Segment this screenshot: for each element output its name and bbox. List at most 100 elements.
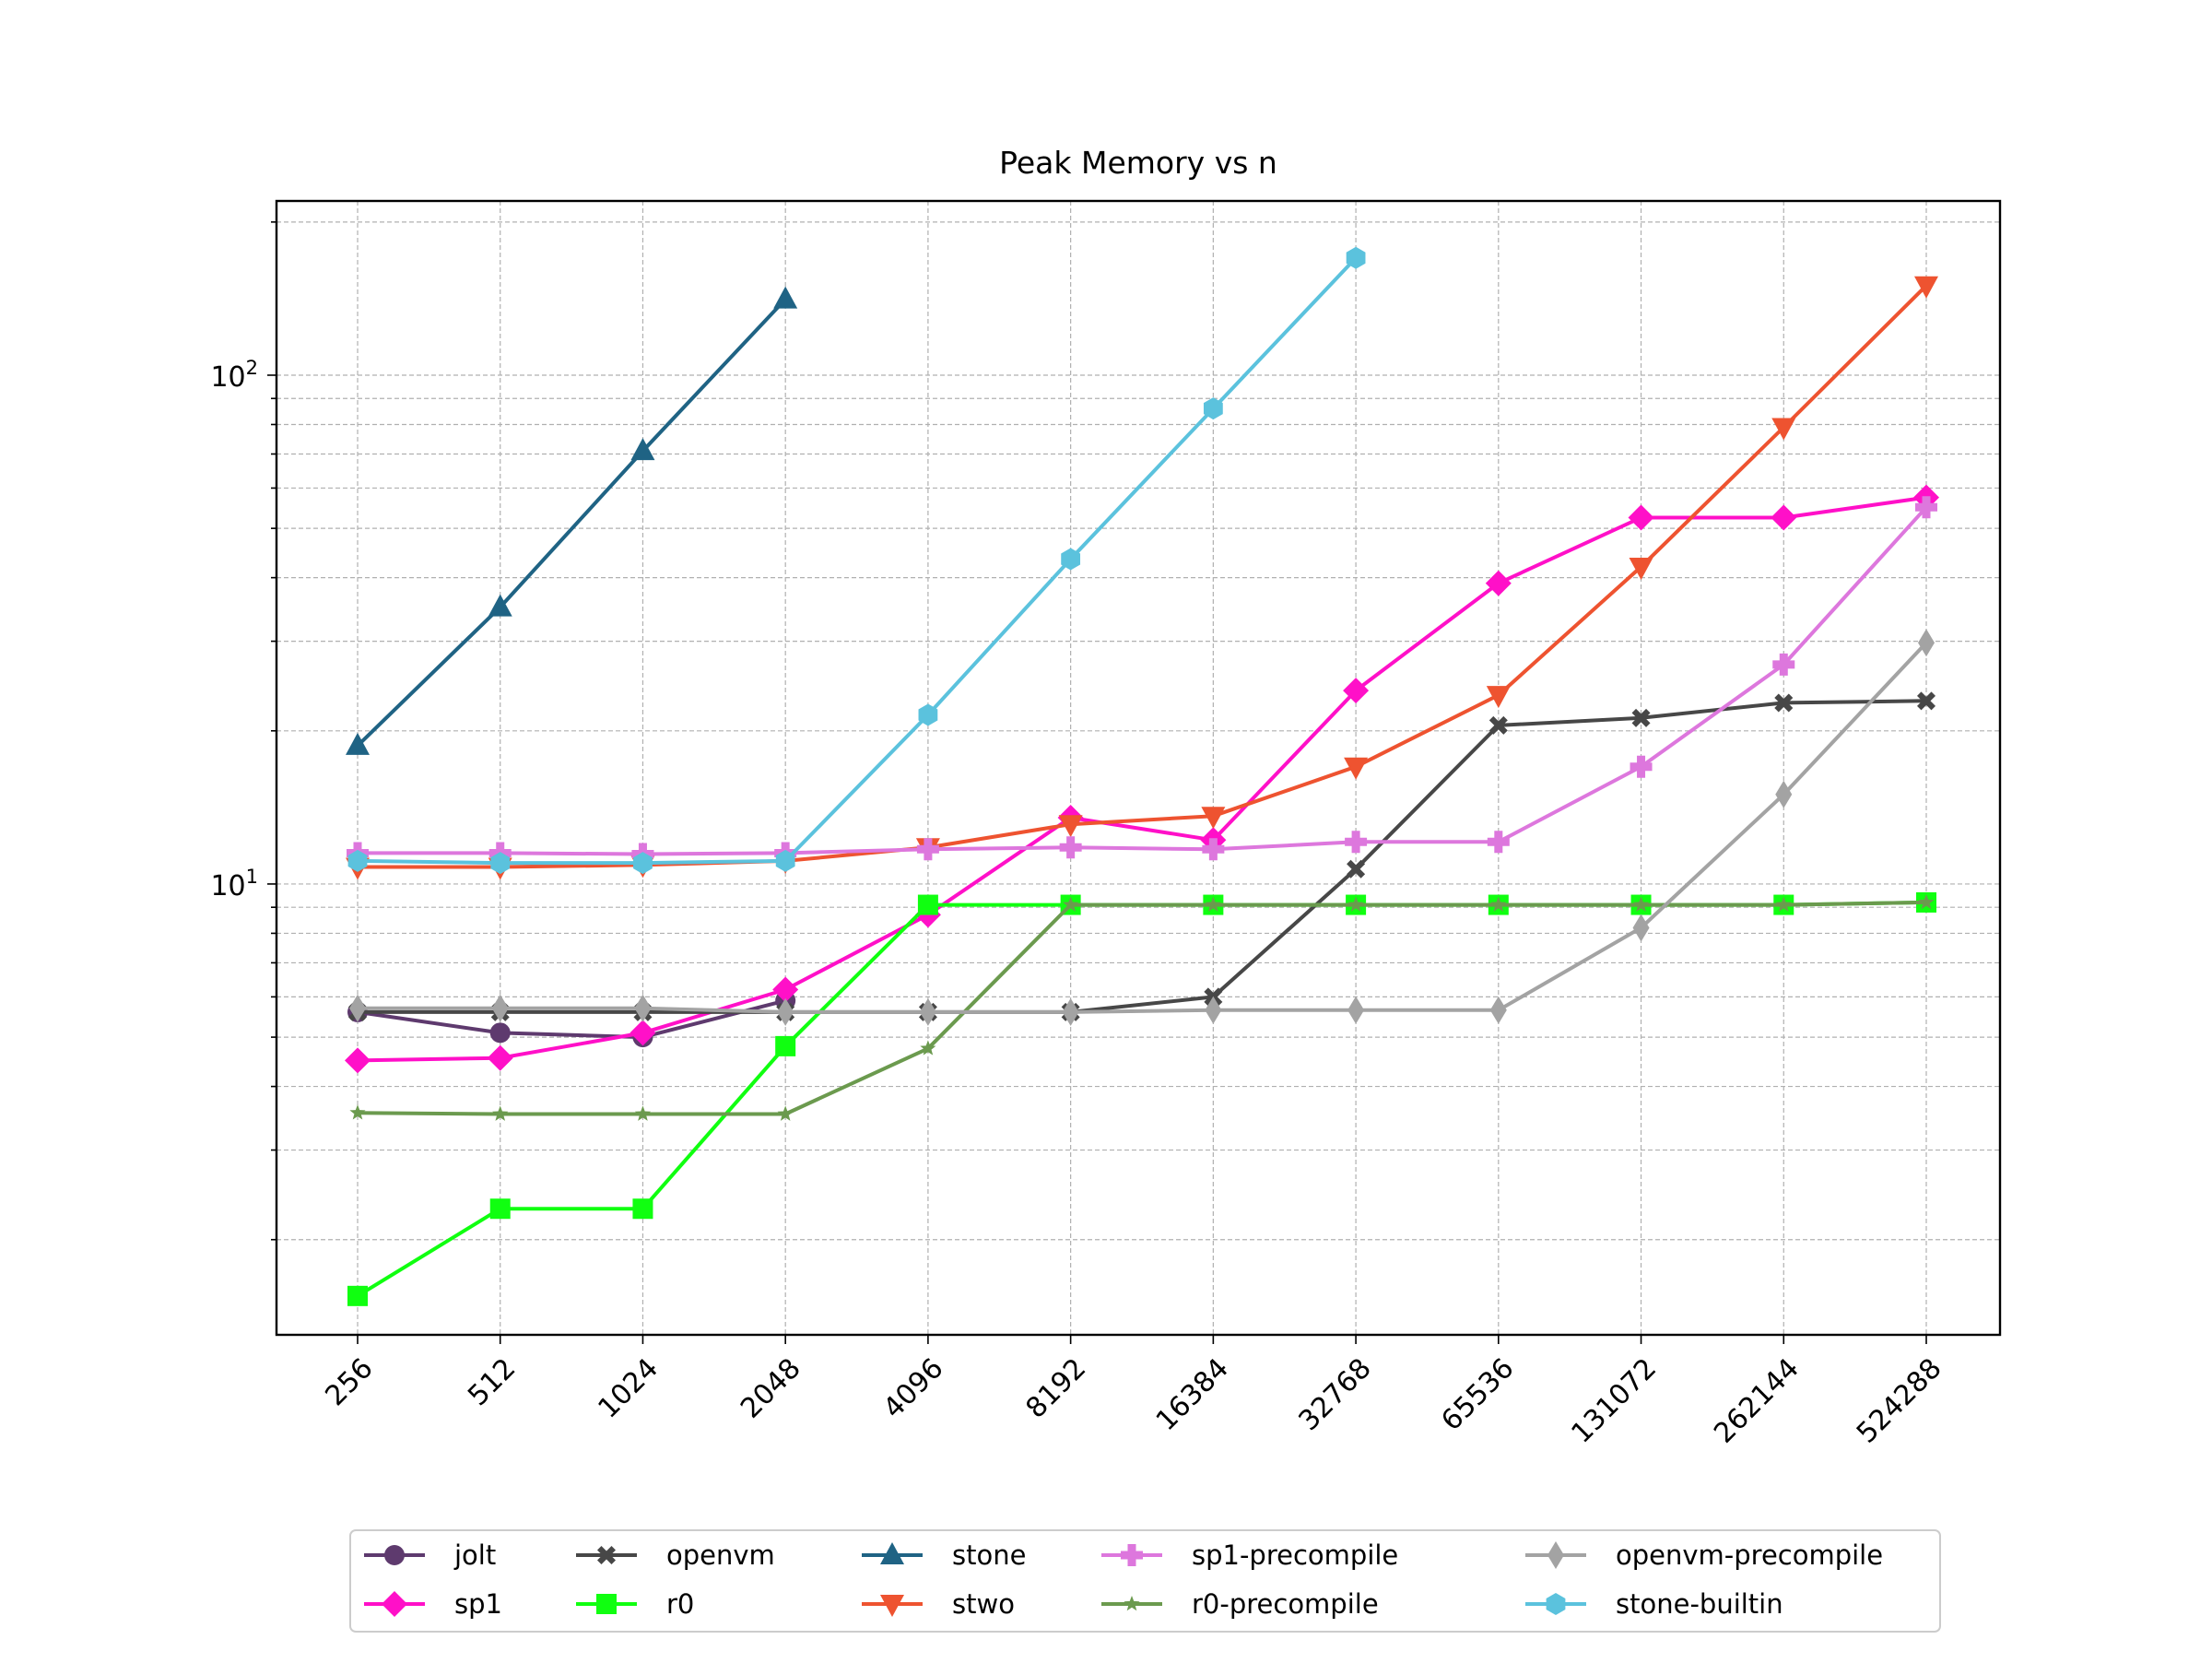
data-point-stone-builtin	[918, 703, 938, 726]
data-point-r0	[489, 1198, 511, 1220]
chart-title: Peak Memory vs n	[999, 145, 1277, 181]
data-point-sp1-precompile	[1772, 653, 1795, 676]
legend-label: openvm-precompile	[1616, 1539, 1883, 1571]
data-point-openvm-precompile	[777, 997, 794, 1026]
legend-item-stone-builtin: stone-builtin	[1525, 1588, 1783, 1620]
legend-label: sp1-precompile	[1192, 1539, 1398, 1571]
data-point-r0-precompile	[1632, 896, 1650, 912]
legend-marker	[384, 1545, 405, 1565]
data-point-r0-precompile	[1918, 893, 1935, 910]
x-tick-label: 262144	[1708, 1352, 1806, 1450]
series-group	[345, 246, 1939, 1306]
x-tick-label: 32768	[1293, 1352, 1378, 1437]
legend-item-stwo: stwo	[862, 1588, 1015, 1620]
x-tick-label: 256	[319, 1352, 379, 1412]
data-point-r0-precompile	[349, 1104, 366, 1120]
data-point-stwo	[1914, 276, 1938, 299]
series-openvm-precompile	[349, 629, 1935, 1026]
data-point-openvm	[1631, 708, 1651, 727]
series-line-openvm	[358, 699, 1927, 1014]
series-sp1	[345, 484, 1939, 1074]
data-point-stone	[346, 732, 370, 755]
legend-label: stone-builtin	[1616, 1588, 1783, 1620]
data-point-sp1	[629, 1020, 656, 1046]
legend-item-stone: stone	[862, 1539, 1026, 1571]
data-point-sp1	[1628, 504, 1654, 531]
data-point-jolt	[489, 1022, 511, 1044]
legend-marker	[880, 1542, 904, 1564]
data-point-r0-precompile	[1063, 896, 1079, 912]
data-point-sp1-precompile	[1630, 755, 1653, 778]
x-tick-label: 4096	[877, 1352, 950, 1425]
x-tick-label: 524288	[1851, 1352, 1948, 1450]
data-point-sp1-precompile	[1915, 496, 1937, 519]
series-line-sp1-precompile	[358, 505, 1928, 856]
data-point-r0-precompile	[1347, 896, 1364, 912]
series-stone	[346, 286, 798, 755]
y-tick-label-exponent: 1	[246, 866, 258, 888]
data-point-stone-builtin	[775, 849, 795, 872]
data-point-openvm	[1347, 859, 1366, 879]
data-point-stone-builtin	[1061, 548, 1081, 571]
series-openvm	[348, 691, 1936, 1021]
legend: jolt sp1 openvm r0 stone stwo sp1-precompile r0…	[349, 1529, 1941, 1633]
y-tick-label-base: 10	[210, 361, 245, 394]
legend-label: sp1	[454, 1588, 502, 1620]
y-tick-label-base: 10	[210, 870, 245, 902]
series-line-stwo	[358, 284, 1928, 869]
legend-marker	[382, 1591, 407, 1617]
data-point-r0-precompile	[777, 1105, 794, 1121]
data-point-openvm	[1774, 693, 1794, 713]
legend-marker	[1546, 1593, 1566, 1615]
data-point-r0-precompile	[492, 1105, 509, 1121]
data-point-sp1	[1343, 678, 1370, 704]
series-line-stone	[356, 298, 787, 748]
legend-label: r0	[666, 1588, 694, 1620]
legend-item-jolt: jolt	[364, 1539, 496, 1571]
data-point-stone	[488, 594, 512, 617]
y-tick-label-exponent: 2	[246, 357, 258, 379]
series-line-r0	[356, 900, 1927, 1298]
data-point-stwo	[1629, 557, 1653, 580]
data-point-openvm-precompile	[1205, 996, 1222, 1024]
legend-label: stwo	[952, 1588, 1015, 1620]
plot-frame	[275, 199, 2002, 1337]
legend-marker	[1547, 1541, 1564, 1569]
data-point-stone	[773, 286, 798, 309]
data-point-stone-builtin	[1203, 397, 1223, 420]
legend-marker	[1124, 1596, 1140, 1611]
y-tick-label: 101	[210, 866, 258, 902]
data-point-r0-precompile	[1205, 896, 1221, 912]
data-point-stwo	[1201, 807, 1226, 830]
legend-item-openvm-precompile: openvm-precompile	[1525, 1539, 1883, 1571]
data-point-openvm-precompile	[1062, 997, 1079, 1026]
data-point-openvm-precompile	[491, 994, 509, 1022]
data-point-openvm-precompile	[1347, 996, 1365, 1024]
data-point-sp1	[345, 1047, 371, 1074]
data-point-stwo	[1058, 815, 1083, 838]
data-point-stwo	[1486, 686, 1511, 709]
legend-marker	[1121, 1544, 1143, 1566]
data-point-stone	[630, 438, 655, 461]
x-tick-label: 2048	[735, 1352, 807, 1425]
series-r0	[347, 891, 1936, 1306]
data-point-r0	[775, 1035, 796, 1056]
grid	[276, 201, 2000, 1335]
data-point-r0	[917, 894, 938, 915]
x-tick-label: 65536	[1435, 1352, 1520, 1437]
legend-label: r0-precompile	[1192, 1588, 1379, 1620]
legend-label: stone	[952, 1539, 1026, 1571]
data-point-stone-builtin	[347, 849, 368, 872]
data-point-sp1	[1485, 570, 1512, 596]
legend-marker	[596, 1594, 617, 1614]
data-point-openvm-precompile	[1489, 996, 1507, 1024]
x-tick-label: 8192	[1020, 1352, 1093, 1425]
data-point-stone-builtin	[633, 852, 653, 875]
data-point-r0	[632, 1198, 653, 1220]
legend-label: openvm	[666, 1539, 775, 1571]
data-point-sp1	[1771, 504, 1797, 531]
data-point-stwo	[1344, 757, 1369, 780]
